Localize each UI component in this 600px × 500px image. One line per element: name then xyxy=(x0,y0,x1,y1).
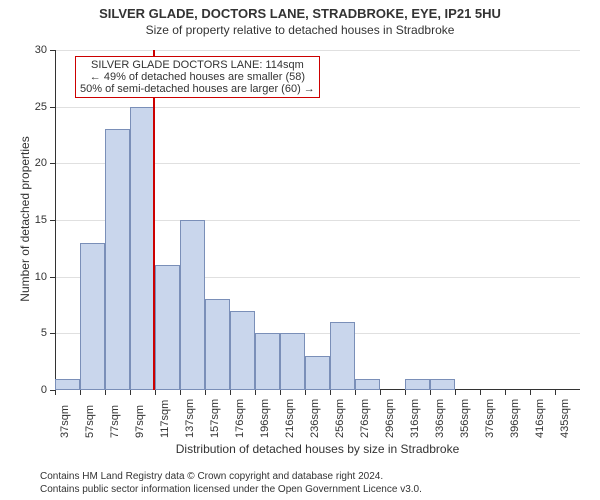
x-tick-label: 236sqm xyxy=(309,399,321,438)
x-tick-mark xyxy=(105,390,106,395)
histogram-bar xyxy=(405,379,430,390)
y-tick-label: 10 xyxy=(0,271,47,283)
y-tick-mark xyxy=(50,163,55,164)
histogram-bar xyxy=(130,107,155,390)
x-tick-label: 356sqm xyxy=(459,399,471,438)
histogram-bar xyxy=(155,265,180,390)
x-tick-label: 97sqm xyxy=(134,405,146,438)
annotation-line-2: ← 49% of detached houses are smaller (58… xyxy=(80,71,315,83)
footer-line-2: Contains public sector information licen… xyxy=(40,484,590,497)
x-tick-label: 435sqm xyxy=(559,399,571,438)
y-tick-label: 5 xyxy=(0,327,47,339)
x-tick-label: 316sqm xyxy=(409,399,421,438)
chart-subtitle: Size of property relative to detached ho… xyxy=(0,21,600,37)
x-axis-label: Distribution of detached houses by size … xyxy=(55,442,580,456)
x-tick-label: 176sqm xyxy=(234,399,246,438)
histogram-bar xyxy=(255,333,280,390)
histogram-bar xyxy=(230,311,255,390)
y-tick-label: 25 xyxy=(0,101,47,113)
x-tick-label: 157sqm xyxy=(209,399,221,438)
y-tick-label: 20 xyxy=(0,157,47,169)
y-tick-label: 30 xyxy=(0,44,47,56)
x-tick-label: 77sqm xyxy=(109,405,121,438)
x-tick-mark xyxy=(555,390,556,395)
histogram-bar xyxy=(355,379,380,390)
x-tick-label: 416sqm xyxy=(534,399,546,438)
histogram-bar xyxy=(105,129,130,390)
x-tick-mark xyxy=(530,390,531,395)
y-tick-mark xyxy=(50,107,55,108)
x-tick-mark xyxy=(130,390,131,395)
y-tick-mark xyxy=(50,220,55,221)
x-tick-mark xyxy=(430,390,431,395)
x-tick-label: 296sqm xyxy=(384,399,396,438)
x-tick-mark xyxy=(80,390,81,395)
x-tick-mark xyxy=(330,390,331,395)
histogram-bar xyxy=(55,379,80,390)
x-tick-mark xyxy=(480,390,481,395)
x-tick-mark xyxy=(305,390,306,395)
x-tick-mark xyxy=(280,390,281,395)
x-tick-label: 396sqm xyxy=(509,399,521,438)
histogram-bar xyxy=(430,379,455,390)
footer: Contains HM Land Registry data © Crown c… xyxy=(40,471,590,496)
property-marker-line xyxy=(153,50,155,390)
x-tick-mark xyxy=(230,390,231,395)
gridline xyxy=(55,50,580,51)
x-tick-mark xyxy=(405,390,406,395)
x-tick-mark xyxy=(155,390,156,395)
x-tick-label: 376sqm xyxy=(484,399,496,438)
x-tick-label: 117sqm xyxy=(159,400,171,438)
chart-container: SILVER GLADE, DOCTORS LANE, STRADBROKE, … xyxy=(0,0,600,500)
histogram-bar xyxy=(80,243,105,390)
y-tick-label: 0 xyxy=(0,384,47,396)
x-tick-mark xyxy=(205,390,206,395)
histogram-bar xyxy=(280,333,305,390)
x-tick-mark xyxy=(355,390,356,395)
x-tick-mark xyxy=(505,390,506,395)
x-tick-mark xyxy=(455,390,456,395)
x-tick-label: 256sqm xyxy=(334,399,346,438)
y-axis-line xyxy=(55,50,56,390)
y-tick-mark xyxy=(50,333,55,334)
x-tick-label: 196sqm xyxy=(259,399,271,438)
annotation-line-1: SILVER GLADE DOCTORS LANE: 114sqm xyxy=(80,59,315,71)
x-tick-label: 57sqm xyxy=(84,405,96,438)
y-tick-mark xyxy=(50,277,55,278)
chart-title: SILVER GLADE, DOCTORS LANE, STRADBROKE, … xyxy=(0,0,600,21)
x-tick-mark xyxy=(255,390,256,395)
histogram-bar xyxy=(330,322,355,390)
property-annotation: SILVER GLADE DOCTORS LANE: 114sqm← 49% o… xyxy=(75,56,320,98)
x-tick-label: 37sqm xyxy=(59,405,71,438)
x-tick-label: 276sqm xyxy=(359,399,371,438)
x-tick-label: 216sqm xyxy=(284,399,296,438)
histogram-bar xyxy=(205,299,230,390)
x-tick-label: 336sqm xyxy=(434,399,446,438)
histogram-bar xyxy=(305,356,330,390)
plot-area: SILVER GLADE DOCTORS LANE: 114sqm← 49% o… xyxy=(55,50,580,390)
y-tick-label: 15 xyxy=(0,214,47,226)
x-tick-label: 137sqm xyxy=(184,399,196,438)
x-tick-mark xyxy=(180,390,181,395)
y-tick-mark xyxy=(50,50,55,51)
histogram-bar xyxy=(180,220,205,390)
x-tick-mark xyxy=(380,390,381,395)
footer-line-1: Contains HM Land Registry data © Crown c… xyxy=(40,471,590,484)
x-tick-mark xyxy=(55,390,56,395)
annotation-line-3: 50% of semi-detached houses are larger (… xyxy=(80,83,315,95)
